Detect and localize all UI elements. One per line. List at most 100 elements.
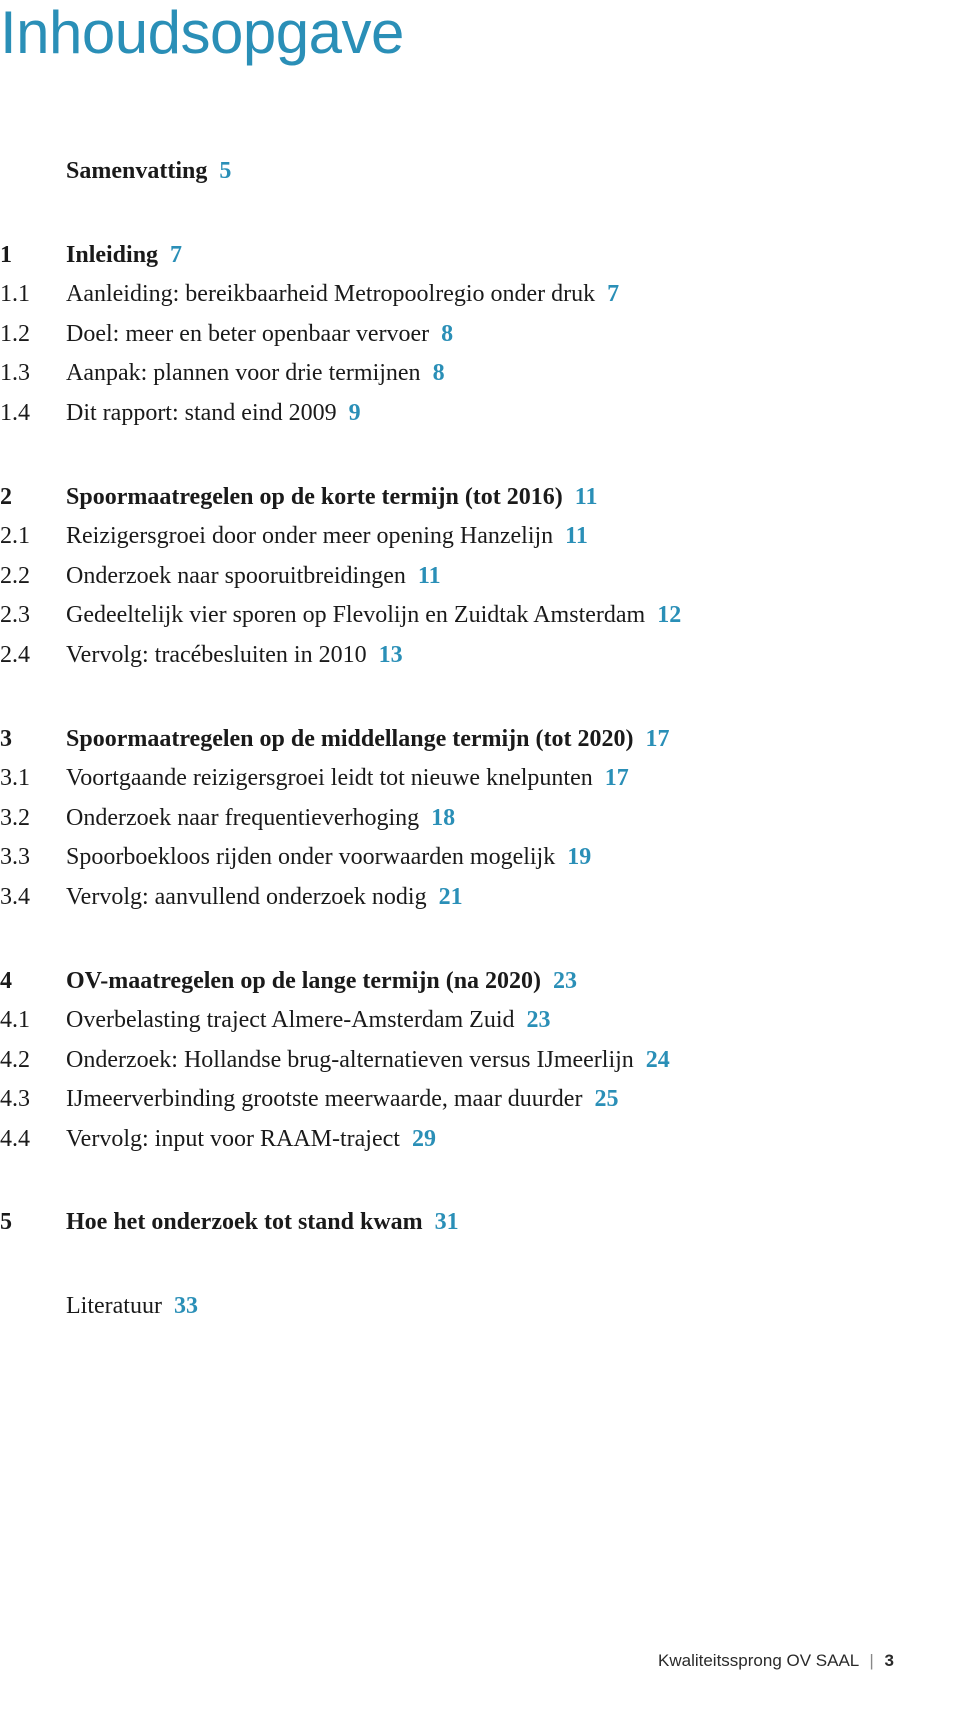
- toc-row: 2.1Reizigersgroei door onder meer openin…: [0, 517, 894, 557]
- toc-entry-text: Samenvatting: [66, 152, 207, 192]
- toc-entry-page: 24: [646, 1041, 670, 1081]
- toc-entry-text: IJmeerverbinding grootste meerwaarde, ma…: [66, 1080, 582, 1120]
- toc-entry-page: 9: [349, 394, 361, 434]
- toc-entry-number: 4: [0, 962, 66, 1002]
- toc-entry-page: 33: [174, 1287, 198, 1327]
- toc-entry-number: 1.1: [0, 275, 66, 315]
- toc-entry-number: 4.2: [0, 1041, 66, 1081]
- toc-row: 1.3Aanpak: plannen voor drie termijnen 8: [0, 354, 894, 394]
- toc-entry-text: Vervolg: tracébesluiten in 2010: [66, 636, 367, 676]
- toc-entry-number: 2: [0, 478, 66, 518]
- page: Inhoudsopgave Samenvatting51Inleiding71.…: [0, 0, 960, 1719]
- toc-entry-page: 17: [605, 759, 629, 799]
- toc-entry-text: Onderzoek: Hollandse brug-alternatieven …: [66, 1041, 634, 1081]
- page-title: Inhoudsopgave: [0, 0, 894, 66]
- toc-entry-page: 29: [412, 1120, 436, 1160]
- toc-entry-text: Onderzoek naar frequentieverhoging: [66, 799, 419, 839]
- toc-entry-text: Vervolg: input voor RAAM-traject: [66, 1120, 400, 1160]
- toc-row: 4OV-maatregelen op de lange termijn (na …: [0, 962, 894, 1002]
- toc-section: 5Hoe het onderzoek tot stand kwam31: [0, 1203, 894, 1243]
- toc-entry-text: Inleiding: [66, 236, 158, 276]
- toc-entry-number: 2.2: [0, 557, 66, 597]
- toc-row: 5Hoe het onderzoek tot stand kwam31: [0, 1203, 894, 1243]
- toc-row: 4.2Onderzoek: Hollandse brug-alternatiev…: [0, 1041, 894, 1081]
- toc-row: 1.4Dit rapport: stand eind 2009 9: [0, 394, 894, 434]
- toc-entry-text: Spoorboekloos rijden onder voorwaarden m…: [66, 838, 555, 878]
- toc-row: 3.3Spoorboekloos rijden onder voorwaarde…: [0, 838, 894, 878]
- toc-entry-page: 18: [431, 799, 455, 839]
- toc-row: 3Spoormaatregelen op de middellange term…: [0, 720, 894, 760]
- toc-section: 2Spoormaatregelen op de korte termijn (t…: [0, 478, 894, 676]
- toc-entry-number: 2.3: [0, 596, 66, 636]
- toc-entry-text: OV-maatregelen op de lange termijn (na 2…: [66, 962, 541, 1002]
- toc-entry-number: 4.4: [0, 1120, 66, 1160]
- toc-entry-number: 1.3: [0, 354, 66, 394]
- toc-section: Samenvatting 5: [0, 152, 894, 192]
- toc-entry-page: 23: [527, 1001, 551, 1041]
- toc-entry-page: 7: [170, 236, 182, 276]
- toc-entry-page: 12: [657, 596, 681, 636]
- toc-row: 3.2Onderzoek naar frequentieverhoging 18: [0, 799, 894, 839]
- toc-entry-text: Dit rapport: stand eind 2009: [66, 394, 337, 434]
- toc-entry-text: Literatuur: [66, 1287, 162, 1327]
- page-footer: Kwaliteitssprong OV SAAL | 3: [658, 1651, 894, 1671]
- toc-entry-number: 1.4: [0, 394, 66, 434]
- toc-row: 2.3Gedeeltelijk vier sporen op Flevolijn…: [0, 596, 894, 636]
- footer-label: Kwaliteitssprong OV SAAL: [658, 1651, 859, 1670]
- toc-section: Literatuur 33: [0, 1287, 894, 1327]
- footer-page-number: 3: [885, 1651, 894, 1670]
- toc-section: 4OV-maatregelen op de lange termijn (na …: [0, 962, 894, 1160]
- toc-entry-page: 8: [441, 315, 453, 355]
- toc-entry-number: 2.1: [0, 517, 66, 557]
- toc-row: 2.4Vervolg: tracébesluiten in 2010 13: [0, 636, 894, 676]
- toc-row: 2.2Onderzoek naar spooruitbreidingen 11: [0, 557, 894, 597]
- toc-entry-number: 3: [0, 720, 66, 760]
- toc-row: 1Inleiding 7: [0, 236, 894, 276]
- toc-row: 2Spoormaatregelen op de korte termijn (t…: [0, 478, 894, 518]
- toc-entry-page: 13: [379, 636, 403, 676]
- toc-entry-page: 17: [645, 720, 669, 760]
- toc-entry-page: 19: [567, 838, 591, 878]
- toc-entry-text: Aanpak: plannen voor drie termijnen: [66, 354, 421, 394]
- toc-entry-number: 3.1: [0, 759, 66, 799]
- toc-row: Samenvatting 5: [0, 152, 894, 192]
- toc-entry-page: 21: [439, 878, 463, 918]
- toc-row: 1.1Aanleiding: bereikbaarheid Metropoolr…: [0, 275, 894, 315]
- toc-row: Literatuur 33: [0, 1287, 894, 1327]
- toc-entry-page: 23: [553, 962, 577, 1002]
- toc-entry-page: 5: [219, 152, 231, 192]
- content-area: Inhoudsopgave Samenvatting51Inleiding71.…: [0, 0, 960, 1327]
- table-of-contents: Samenvatting51Inleiding71.1Aanleiding: b…: [0, 152, 894, 1327]
- toc-entry-text: Doel: meer en beter openbaar vervoer: [66, 315, 429, 355]
- toc-entry-number: 1: [0, 236, 66, 276]
- toc-entry-text: Spoormaatregelen op de middellange termi…: [66, 720, 633, 760]
- toc-entry-number: 2.4: [0, 636, 66, 676]
- toc-entry-number: 3.4: [0, 878, 66, 918]
- toc-row: 4.3IJmeerverbinding grootste meerwaarde,…: [0, 1080, 894, 1120]
- toc-entry-page: 31: [435, 1203, 459, 1243]
- toc-entry-number: 3.2: [0, 799, 66, 839]
- toc-entry-text: Aanleiding: bereikbaarheid Metropoolregi…: [66, 275, 595, 315]
- toc-entry-number: 5: [0, 1203, 66, 1243]
- toc-entry-number: 4.3: [0, 1080, 66, 1120]
- toc-row: 4.1Overbelasting traject Almere-Amsterda…: [0, 1001, 894, 1041]
- toc-entry-page: 7: [607, 275, 619, 315]
- toc-entry-text: Onderzoek naar spooruitbreidingen: [66, 557, 406, 597]
- toc-row: 4.4Vervolg: input voor RAAM-traject 29: [0, 1120, 894, 1160]
- toc-entry-text: Spoormaatregelen op de korte termijn (to…: [66, 478, 563, 518]
- footer-separator: |: [869, 1651, 873, 1670]
- toc-entry-page: 11: [418, 557, 441, 597]
- toc-row: 3.4Vervolg: aanvullend onderzoek nodig21: [0, 878, 894, 918]
- toc-section: 1Inleiding71.1Aanleiding: bereikbaarheid…: [0, 236, 894, 434]
- toc-entry-page: 11: [575, 478, 598, 518]
- toc-entry-number: 3.3: [0, 838, 66, 878]
- toc-row: 3.1Voortgaande reizigersgroei leidt tot …: [0, 759, 894, 799]
- toc-entry-number: 4.1: [0, 1001, 66, 1041]
- toc-entry-page: 8: [433, 354, 445, 394]
- toc-entry-page: 11: [565, 517, 588, 557]
- toc-row: 1.2Doel: meer en beter openbaar vervoer8: [0, 315, 894, 355]
- toc-entry-text: Overbelasting traject Almere-Amsterdam Z…: [66, 1001, 515, 1041]
- toc-entry-text: Reizigersgroei door onder meer opening H…: [66, 517, 553, 557]
- toc-entry-text: Gedeeltelijk vier sporen op Flevolijn en…: [66, 596, 645, 636]
- toc-section: 3Spoormaatregelen op de middellange term…: [0, 720, 894, 918]
